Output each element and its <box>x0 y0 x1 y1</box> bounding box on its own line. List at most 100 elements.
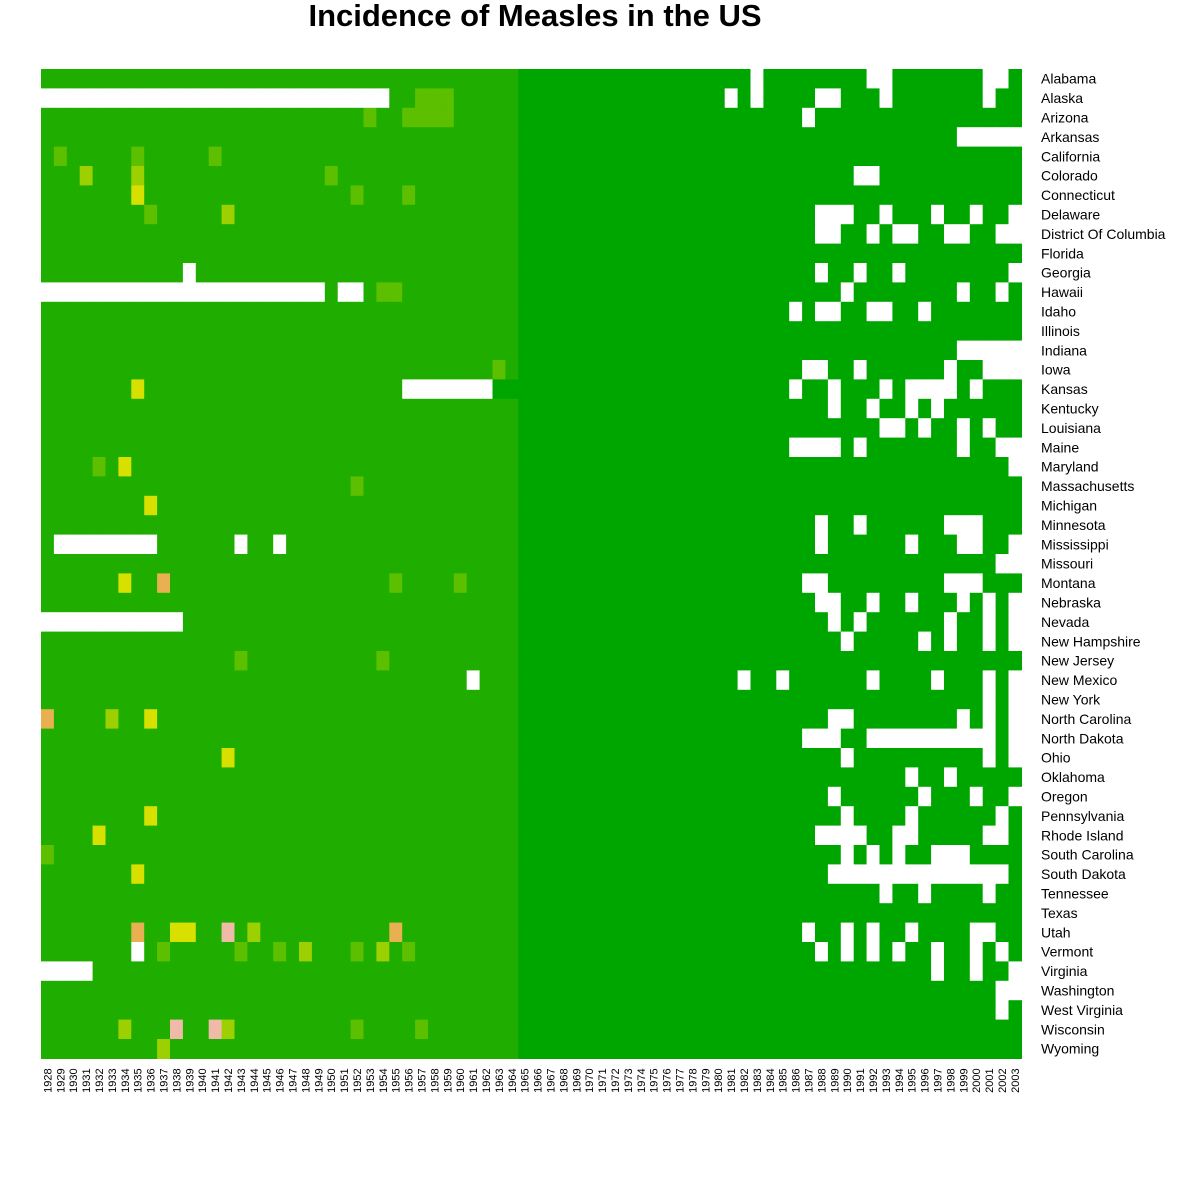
heatmap-cell <box>673 942 687 962</box>
heatmap-cell <box>931 709 945 730</box>
heatmap-cell <box>208 767 223 788</box>
heatmap-cell <box>311 418 326 439</box>
heatmap-cell <box>660 980 674 1001</box>
heatmap-cell <box>621 166 635 186</box>
heatmap-cell <box>802 282 816 303</box>
heatmap-cell <box>531 942 545 962</box>
year-label: 2002 <box>997 1068 1009 1092</box>
heatmap-cell <box>827 224 842 245</box>
heatmap-cell <box>815 88 829 109</box>
state-label: Alaska <box>1041 90 1083 106</box>
heatmap-cell <box>789 573 803 594</box>
heatmap-cell <box>492 806 506 827</box>
heatmap-cell <box>144 534 158 555</box>
heatmap-cell <box>956 437 971 458</box>
heatmap-cell <box>853 69 868 89</box>
heatmap-cell <box>466 767 481 788</box>
heatmap-cell <box>905 379 919 400</box>
heatmap-cell <box>789 767 803 788</box>
heatmap-cell <box>453 243 468 264</box>
heatmap-cell <box>827 166 842 186</box>
heatmap-cell <box>789 534 803 555</box>
heatmap-cell <box>660 573 674 594</box>
heatmap-cell <box>118 515 132 536</box>
heatmap-cell <box>53 515 68 536</box>
heatmap-cell <box>118 845 132 865</box>
heatmap-cell <box>170 573 184 594</box>
heatmap-cell <box>918 592 932 613</box>
heatmap-cell <box>518 379 532 400</box>
heatmap-cell <box>621 689 635 710</box>
heatmap-cell <box>750 864 764 885</box>
heatmap-cell <box>866 340 881 361</box>
heatmap-cell <box>363 88 377 109</box>
heatmap-cell <box>737 243 752 264</box>
heatmap-cell <box>557 379 571 400</box>
heatmap-cell <box>918 166 932 186</box>
heatmap-cell <box>453 107 468 128</box>
heatmap-cell <box>956 476 971 497</box>
heatmap-cell <box>557 534 571 555</box>
heatmap-cell <box>853 1039 868 1059</box>
heatmap-cell <box>660 495 674 516</box>
heatmap-cell <box>582 457 597 477</box>
heatmap-cell <box>79 651 94 671</box>
heatmap-cell <box>840 631 855 652</box>
heatmap-cell <box>711 1039 726 1059</box>
heatmap-cell <box>544 146 558 167</box>
heatmap-cell <box>892 631 906 652</box>
heatmap-cell <box>621 922 635 943</box>
heatmap-cell <box>92 379 107 400</box>
heatmap-cell <box>557 670 571 691</box>
heatmap-cell <box>518 651 532 671</box>
heatmap-cell <box>737 942 752 962</box>
heatmap-cell <box>440 437 455 458</box>
heatmap-cell <box>582 340 597 361</box>
heatmap-cell <box>157 903 171 924</box>
heatmap-cell <box>879 1000 893 1021</box>
heatmap-cell <box>118 767 132 788</box>
heatmap-cell <box>311 534 326 555</box>
heatmap-cell <box>531 166 545 186</box>
heatmap-cell <box>157 1000 171 1021</box>
heatmap-cell <box>827 360 842 380</box>
year-label: 1934 <box>120 1068 132 1092</box>
heatmap-cell <box>776 204 790 225</box>
heatmap-cell <box>737 360 752 380</box>
heatmap-cell <box>286 786 300 807</box>
heatmap-cell <box>544 806 558 827</box>
heatmap-cell <box>131 398 145 419</box>
heatmap-cell <box>918 1039 932 1059</box>
heatmap-cell <box>544 301 558 322</box>
heatmap-cell <box>208 224 223 245</box>
heatmap-cell <box>234 340 248 361</box>
heatmap-cell <box>840 786 855 807</box>
heatmap-cell <box>582 1039 597 1059</box>
heatmap-cell <box>41 224 55 245</box>
heatmap-cell <box>673 185 687 206</box>
heatmap-cell <box>737 806 752 827</box>
heatmap-cell <box>750 767 764 788</box>
heatmap-cell <box>453 166 468 186</box>
heatmap-cell <box>634 146 648 167</box>
heatmap-cell <box>531 224 545 245</box>
heatmap-cell <box>621 495 635 516</box>
heatmap-cell <box>918 806 932 827</box>
heatmap-cell <box>918 243 932 264</box>
heatmap-cell <box>479 689 494 710</box>
heatmap-cell <box>569 379 584 400</box>
heatmap-cell <box>995 107 1010 128</box>
heatmap-cell <box>105 786 119 807</box>
heatmap-cell <box>337 224 352 245</box>
heatmap-cell <box>686 146 700 167</box>
heatmap-cell <box>66 903 81 924</box>
heatmap-cell <box>208 1019 223 1040</box>
heatmap-cell <box>969 883 984 904</box>
heatmap-cell <box>840 515 855 536</box>
heatmap-cell <box>815 146 829 167</box>
heatmap-cell <box>621 554 635 574</box>
heatmap-cell <box>711 398 726 419</box>
heatmap-cell <box>802 185 816 206</box>
heatmap-cell <box>698 1039 713 1059</box>
heatmap-cell <box>492 767 506 788</box>
